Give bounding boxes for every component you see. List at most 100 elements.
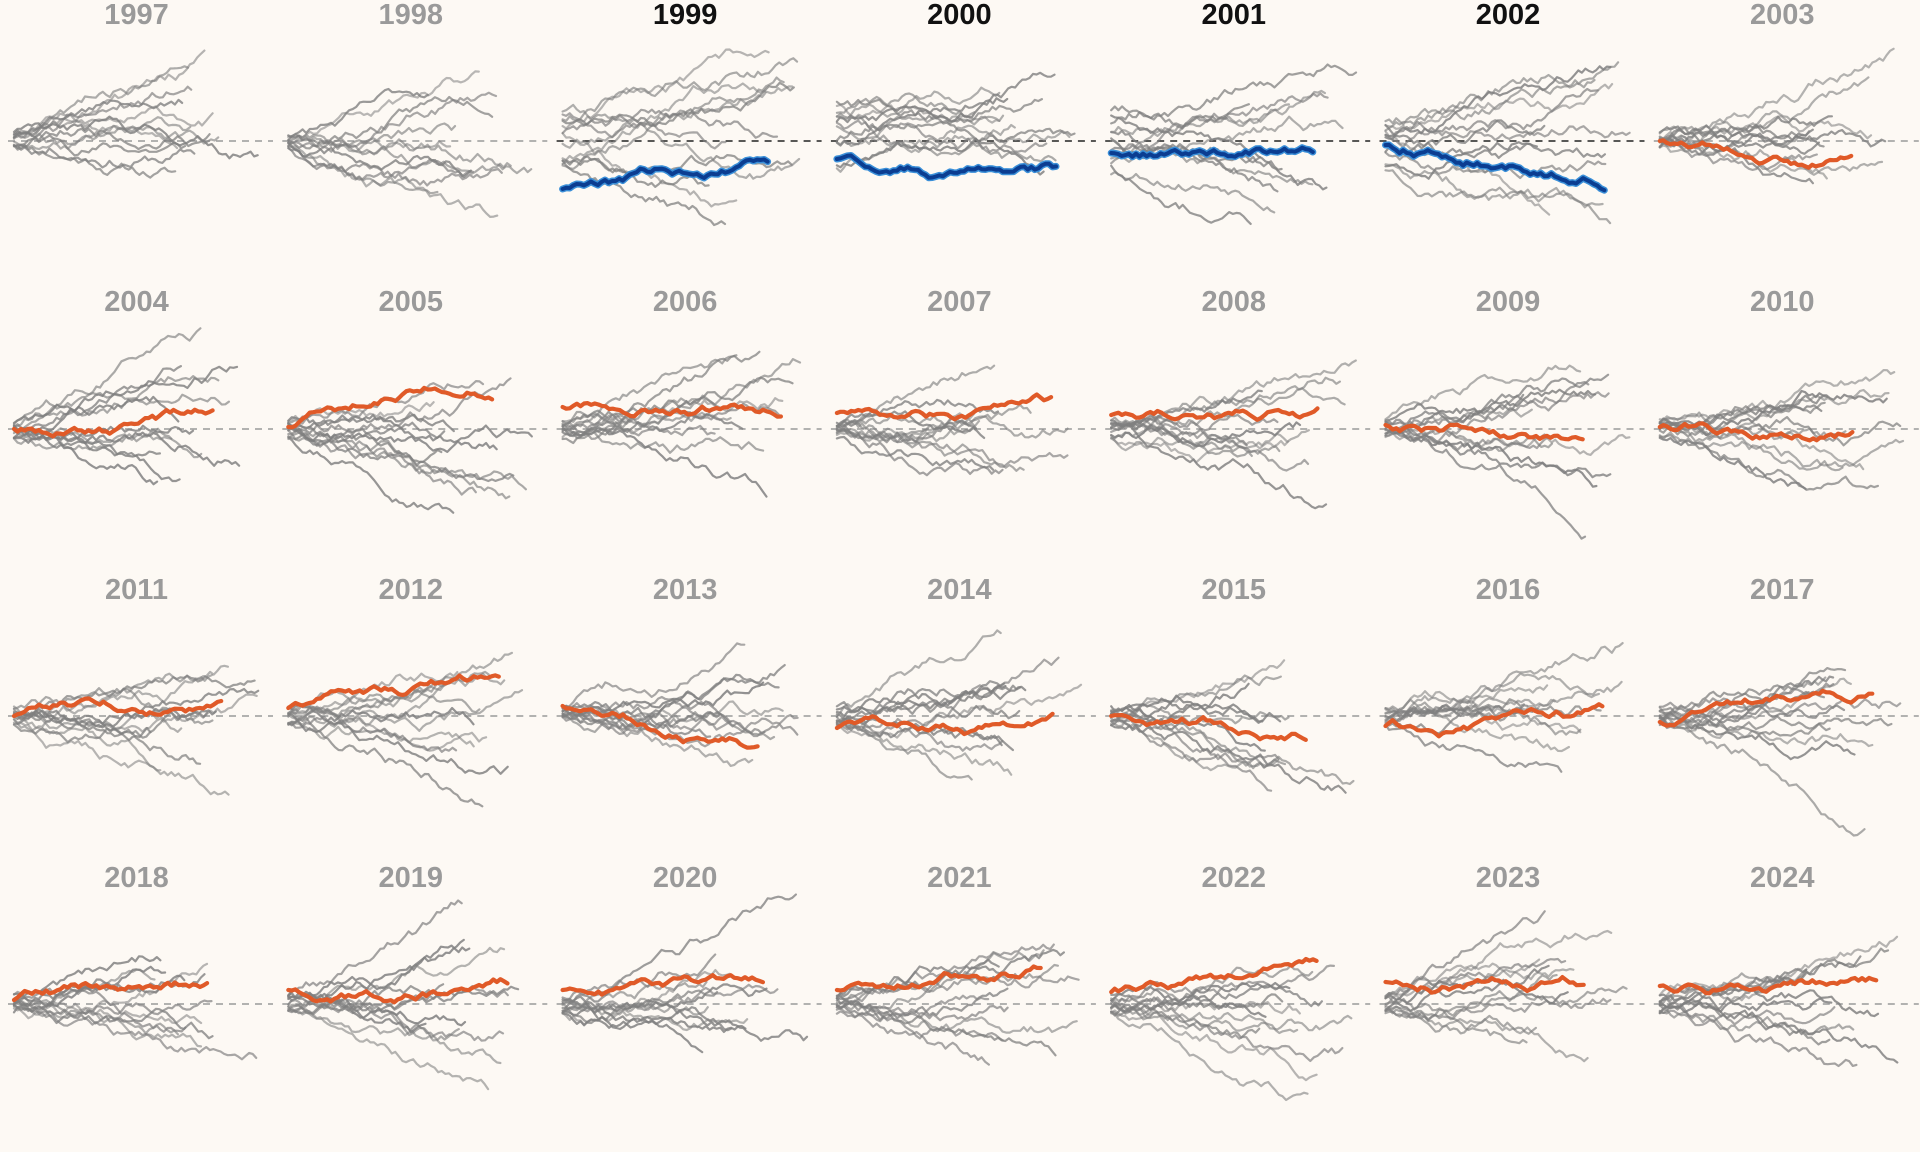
context-team-line bbox=[12, 664, 229, 725]
panel-year-label: 2013 bbox=[653, 574, 718, 606]
context-team-line bbox=[1384, 964, 1550, 1012]
context-team-line bbox=[835, 435, 995, 471]
context-team-line bbox=[561, 376, 794, 428]
context-team-line bbox=[1384, 65, 1612, 140]
context-team-line bbox=[561, 48, 770, 130]
context-team-line bbox=[1658, 124, 1887, 148]
context-team-line bbox=[1658, 720, 1874, 748]
context-team-line bbox=[287, 421, 515, 483]
context-team-line bbox=[1110, 995, 1267, 1018]
context-team-line bbox=[287, 134, 512, 175]
panel-year-label: 2011 bbox=[105, 574, 168, 606]
context-team-line bbox=[1658, 431, 1905, 468]
context-team-line bbox=[287, 899, 463, 998]
context-team-line bbox=[12, 125, 220, 146]
context-team-line bbox=[1384, 1005, 1537, 1035]
context-team-line bbox=[287, 712, 509, 775]
context-team-line bbox=[1110, 429, 1310, 452]
context-team-line bbox=[287, 146, 503, 187]
context-team-line bbox=[1658, 716, 1831, 737]
panel-year-label: 2018 bbox=[104, 862, 169, 894]
context-team-line bbox=[1658, 697, 1902, 727]
context-team-line bbox=[561, 57, 799, 122]
panel-year-label: 2006 bbox=[653, 286, 718, 318]
context-team-line bbox=[287, 145, 472, 178]
panel-year-label: 1997 bbox=[104, 0, 169, 31]
context-team-line bbox=[1384, 929, 1613, 1005]
highlight-team-line bbox=[286, 977, 510, 1005]
context-team-line bbox=[1384, 119, 1546, 153]
context-team-line bbox=[835, 86, 1001, 120]
context-team-line bbox=[1658, 115, 1833, 143]
context-team-line bbox=[1384, 995, 1528, 1045]
panel-year-label: 2012 bbox=[379, 574, 444, 606]
context-team-line bbox=[835, 420, 1025, 472]
panel-2016: 2016 bbox=[1379, 574, 1645, 773]
panel-2010: 2010 bbox=[1653, 286, 1919, 491]
context-team-line bbox=[1384, 391, 1610, 443]
context-team-line bbox=[12, 424, 181, 483]
context-team-line bbox=[1110, 89, 1326, 160]
panel-2014: 2014 bbox=[830, 574, 1096, 781]
context-team-line bbox=[1384, 125, 1631, 149]
panel-year-label: 2021 bbox=[927, 862, 992, 894]
panel-year-label: 2015 bbox=[1201, 574, 1266, 606]
context-team-line bbox=[835, 129, 1071, 149]
context-team-line bbox=[1384, 393, 1525, 426]
context-team-line bbox=[1110, 1012, 1309, 1102]
context-team-line bbox=[1110, 674, 1282, 728]
context-team-line bbox=[561, 132, 738, 208]
context-team-line bbox=[561, 983, 768, 1011]
panel-year-label: 2005 bbox=[379, 286, 444, 318]
panel-1998: 1998 bbox=[282, 0, 548, 218]
context-team-line bbox=[561, 711, 776, 741]
context-team-line bbox=[835, 629, 1002, 718]
context-team-line bbox=[1110, 137, 1279, 193]
context-team-line bbox=[12, 1002, 203, 1025]
context-team-line bbox=[287, 429, 477, 496]
panel-2012: 2012 bbox=[282, 574, 548, 808]
panel-2005: 2005 bbox=[282, 286, 548, 514]
panel-year-label: 2002 bbox=[1476, 0, 1541, 31]
context-team-line bbox=[561, 157, 710, 188]
panel-2006: 2006 bbox=[556, 286, 822, 498]
context-team-line bbox=[561, 980, 708, 1014]
context-team-line bbox=[835, 424, 1004, 477]
context-team-line bbox=[1658, 975, 1797, 1004]
context-team-line bbox=[1110, 709, 1287, 770]
context-team-line bbox=[561, 103, 801, 180]
panel-year-label: 2010 bbox=[1750, 286, 1815, 318]
panel-2021: 2021 bbox=[830, 862, 1096, 1066]
context-team-line bbox=[1658, 140, 1818, 171]
context-team-line bbox=[287, 944, 471, 997]
context-team-line bbox=[287, 95, 494, 150]
panel-2002: 2002 bbox=[1379, 0, 1645, 225]
panel-1997: 1997 bbox=[8, 0, 273, 179]
highlight-team-line bbox=[1657, 975, 1879, 996]
context-team-line bbox=[12, 105, 214, 139]
context-team-line bbox=[1658, 947, 1890, 1014]
panel-year-label: 2004 bbox=[104, 286, 169, 318]
context-team-line bbox=[835, 98, 1043, 142]
context-team-line bbox=[1658, 411, 1847, 441]
context-team-line bbox=[1110, 164, 1252, 225]
panel-1999: 1999 bbox=[556, 0, 822, 227]
context-team-line bbox=[287, 135, 452, 153]
highlight-team-line bbox=[560, 703, 760, 750]
context-team-line bbox=[1384, 123, 1606, 159]
panel-year-label: 2017 bbox=[1750, 574, 1815, 606]
highlight-team-line bbox=[1109, 145, 1315, 159]
context-team-line bbox=[1384, 141, 1538, 180]
context-team-line bbox=[1384, 87, 1599, 138]
context-team-line bbox=[561, 893, 797, 1014]
context-team-line bbox=[561, 642, 746, 713]
context-team-line bbox=[561, 1001, 709, 1016]
context-team-line bbox=[835, 987, 1009, 1020]
panel-2011: 2011 bbox=[8, 574, 273, 796]
panel-year-label: 2019 bbox=[379, 862, 444, 894]
context-team-line bbox=[12, 144, 196, 169]
panel-year-label: 2001 bbox=[1201, 0, 1266, 31]
context-team-line bbox=[1110, 103, 1290, 135]
context-team-line bbox=[12, 687, 260, 725]
context-team-line bbox=[561, 108, 779, 139]
